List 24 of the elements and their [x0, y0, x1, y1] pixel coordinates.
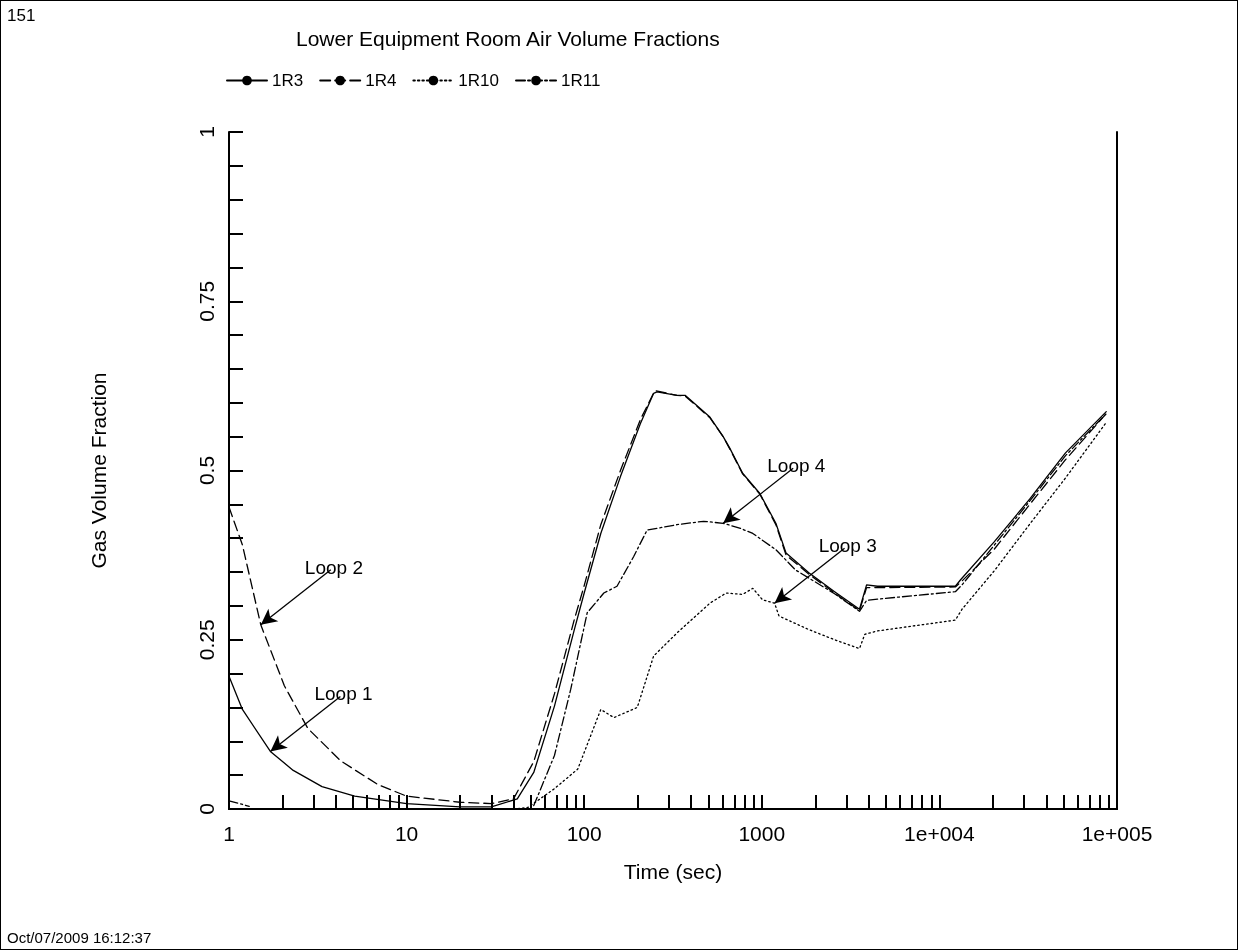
x-tick-label: 1e+005 — [1081, 822, 1153, 845]
annotation: Loop 2 — [304, 556, 363, 578]
y-tick-label: 1 — [195, 126, 218, 138]
annotation: Loop 4 — [767, 455, 826, 477]
annotation: Loop 1 — [314, 683, 373, 705]
annotation: Loop 3 — [818, 535, 877, 557]
legend-label: 1R3 — [272, 71, 304, 90]
y-tick-label: 0.75 — [195, 280, 218, 322]
legend-label: 1R11 — [561, 71, 601, 90]
chart-title: Lower Equipment Room Air Volume Fractions — [296, 27, 720, 50]
x-tick-label: 10 — [394, 822, 419, 845]
y-axis-title: Gas Volume Fraction — [87, 372, 110, 569]
x-tick-label: 1e+004 — [904, 822, 976, 845]
y-tick-label: 0.25 — [195, 619, 218, 661]
x-tick-label: 1 — [223, 822, 235, 845]
legend-label: 1R10 — [458, 71, 500, 90]
y-tick-label: 0.5 — [195, 455, 218, 486]
y-tick-label: 0 — [195, 803, 218, 815]
x-axis-title: Time (sec) — [623, 860, 723, 883]
text: 151 — [7, 6, 36, 25]
text: Oct/07/2009 16:12:37 — [7, 929, 152, 946]
x-tick-label: 100 — [566, 822, 602, 845]
x-tick-label: 1000 — [738, 822, 786, 845]
legend-label: 1R4 — [365, 71, 397, 90]
